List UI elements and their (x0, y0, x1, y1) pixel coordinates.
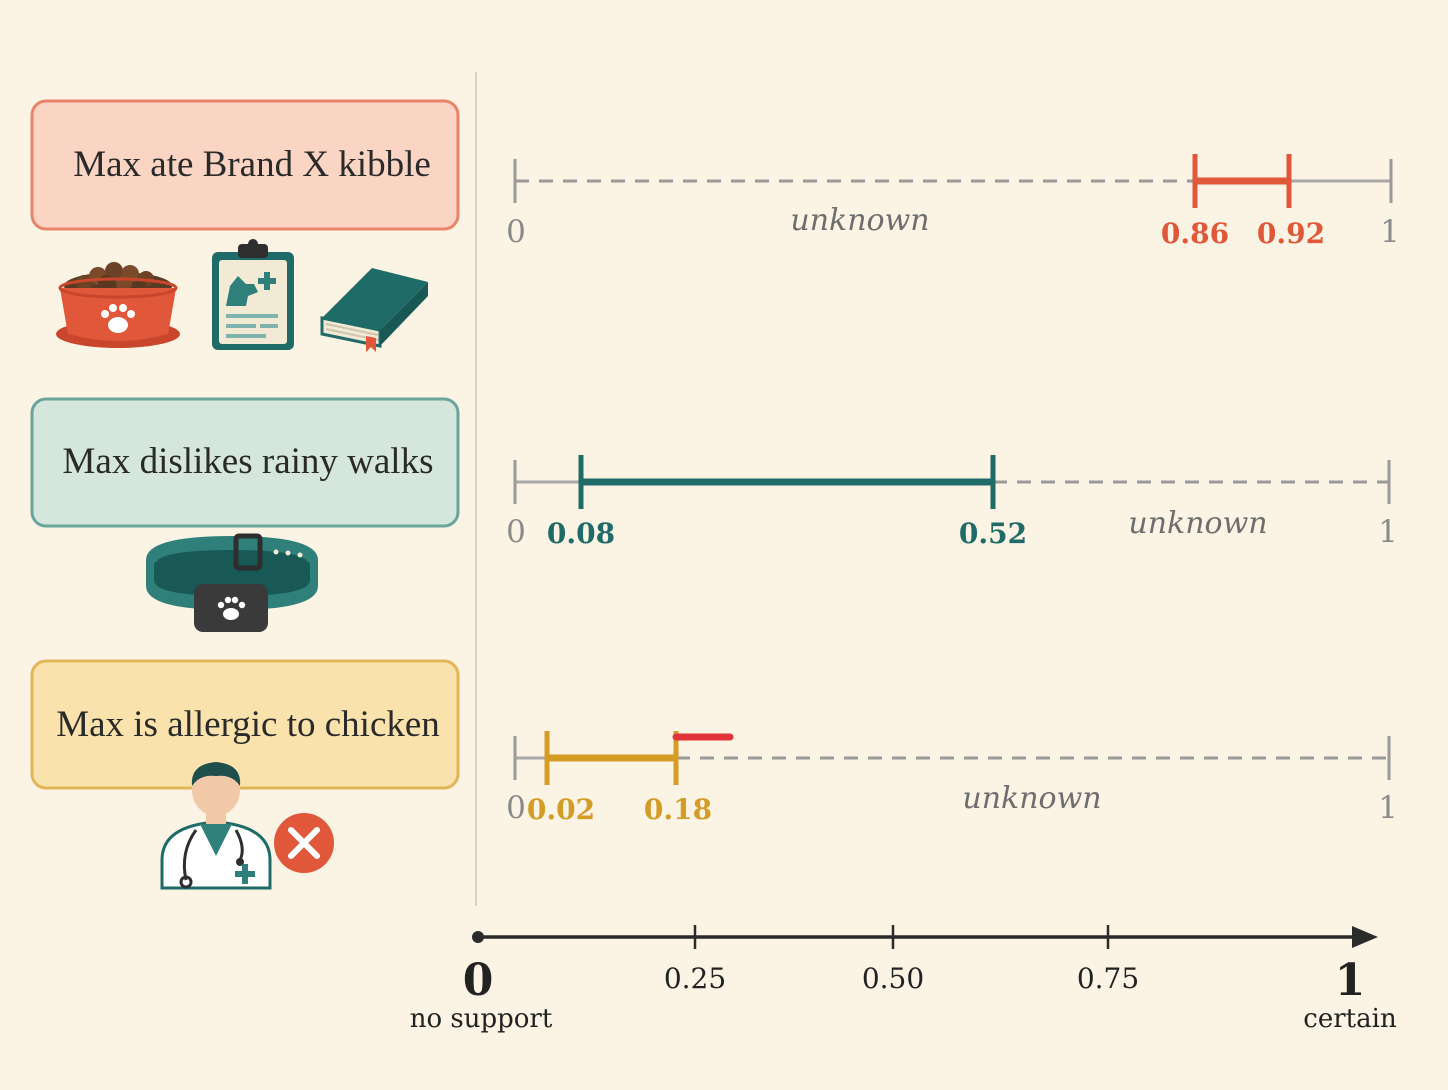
book-icon (320, 268, 428, 352)
claim-1-upper-label: 0.92 (1257, 217, 1325, 250)
claim-3-scale-min-label: 0 (506, 790, 526, 826)
claim-2-upper-label: 0.52 (959, 517, 1027, 550)
axis-tick-label: 0.25 (664, 962, 726, 995)
claim-2-lower-label: 0.08 (547, 517, 615, 550)
axis-max-caption: certain (1303, 1004, 1397, 1034)
pet-collar-icon (146, 533, 318, 632)
claim-3-scale-max-label: 1 (1378, 790, 1398, 826)
axis-tick-label: 0 (463, 955, 494, 1006)
claim-3-unknown-label: unknown (962, 781, 1101, 816)
claim-2-interval: 0 1 0.08 0.52 unknown (506, 455, 1398, 550)
axis-tick-label: 0.75 (1077, 962, 1139, 995)
claim-1: Max ate Brand X kibble (30, 99, 1400, 352)
claim-1-lower-label: 0.86 (1161, 217, 1229, 250)
claim-2: Max dislikes rainy walks 0 1 0.08 0.52 unkno… (30, 397, 1398, 632)
claim-1-interval: 0 1 0.86 0.92 unknown (506, 154, 1400, 250)
claim-2-unknown-label: unknown (1128, 506, 1267, 541)
claim-3-upper-label: 0.18 (644, 793, 712, 826)
claim-1-box (30, 99, 460, 231)
veterinarian-icon (160, 762, 272, 890)
claim-2-scale-min-label: 0 (506, 514, 526, 550)
claim-1-scale-max-label: 1 (1380, 214, 1400, 250)
dog-food-bowl-icon (56, 262, 180, 348)
axis-min-caption: no support (410, 1004, 553, 1034)
claim-1-text: Max ate Brand X kibble (73, 144, 431, 185)
claim-3-text: Max is allergic to chicken (56, 704, 440, 745)
vet-clipboard-icon (212, 239, 294, 350)
claim-3-lower-label: 0.02 (527, 793, 595, 826)
support-axis: 0 0.25 0.50 0.75 1 no support certain (410, 925, 1397, 1034)
claim-3-box (30, 659, 460, 790)
claim-2-scale-max-label: 1 (1378, 514, 1398, 550)
axis-arrowhead (1352, 926, 1378, 948)
claim-2-text: Max dislikes rainy walks (63, 441, 434, 482)
claim-1-unknown-label: unknown (790, 203, 929, 238)
axis-tick-label: 0.50 (862, 962, 924, 995)
reject-x-icon (274, 813, 334, 873)
axis-tick-label: 1 (1335, 955, 1366, 1006)
claim-1-scale-min-label: 0 (506, 214, 526, 250)
claim-2-box (30, 397, 460, 528)
claim-3: Max is allergic to chicken 0 1 0.02 0.18 unk… (30, 659, 1398, 890)
claim-3-interval: 0 1 0.02 0.18 unknown (506, 731, 1398, 826)
